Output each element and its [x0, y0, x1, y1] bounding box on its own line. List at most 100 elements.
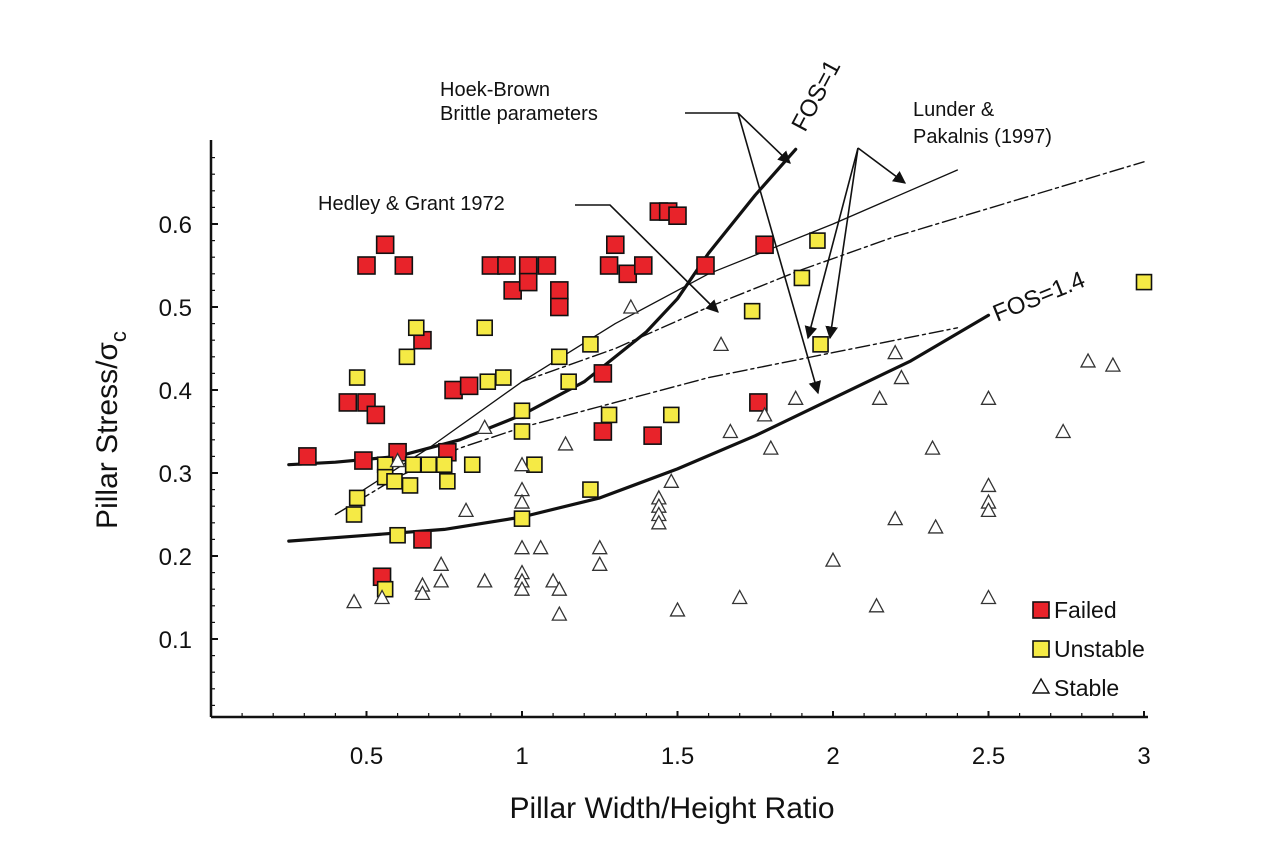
x-tick-label: 1	[515, 743, 528, 770]
legend-label-stable: Stable	[1054, 675, 1119, 701]
y-tick-label: 0.1	[159, 627, 192, 654]
marker-failed	[518, 272, 538, 292]
marker-stable	[545, 572, 562, 588]
legend: Failed Unstable Stable	[1031, 597, 1145, 701]
marker-stable	[731, 589, 748, 605]
marker-failed	[481, 256, 501, 275]
y-axis-title-sub: c	[106, 331, 131, 342]
marker-unstable	[743, 302, 761, 320]
marker-unstable	[513, 423, 531, 440]
marker-stable	[513, 456, 531, 472]
marker-stable	[980, 477, 997, 493]
marker-unstable	[435, 456, 453, 474]
marker-unstable	[526, 456, 543, 474]
marker-failed	[354, 451, 373, 470]
curve-hedley-grant-1972	[334, 327, 959, 516]
marker-failed	[366, 405, 386, 425]
x-tick-label: 1.5	[661, 743, 694, 770]
marker-stable	[414, 584, 431, 600]
marker-stable	[756, 406, 773, 422]
marker-failed	[550, 297, 569, 317]
marker-unstable	[404, 456, 422, 474]
marker-unstable	[809, 232, 826, 249]
lunder-arrow-3	[804, 147, 859, 340]
marker-stable	[457, 501, 475, 517]
marker-stable	[433, 555, 450, 571]
marker-failed	[550, 281, 569, 300]
y-axis-title-group: Pillar Stress/σc	[91, 331, 131, 529]
x-tick-label: 3	[1137, 743, 1150, 770]
marker-failed	[599, 256, 619, 275]
y-ticks: 0.1 0.2 0.3 0.4 0.5 0.6	[159, 157, 218, 707]
y-tick-label: 0.4	[159, 378, 192, 405]
marker-failed	[413, 530, 432, 549]
x-axis-title: Pillar Width/Height Ratio	[509, 792, 834, 825]
marker-stable	[663, 472, 680, 488]
marker-stable	[373, 589, 391, 605]
curve-fos-1-4	[287, 313, 991, 543]
y-tick-label: 0.2	[159, 544, 192, 571]
x-tick-label: 2.5	[972, 743, 1005, 770]
marker-failed	[696, 256, 715, 275]
marker-stable	[887, 344, 904, 360]
marker-stable	[513, 539, 531, 555]
hoek-brown-label-line2: Brittle parameters	[440, 103, 598, 125]
marker-stable	[868, 597, 885, 613]
marker-stable	[476, 418, 493, 434]
marker-stable	[622, 298, 639, 314]
fos-1-4-label: FOS=1.4	[989, 266, 1089, 327]
marker-stable	[433, 572, 450, 588]
markers	[298, 202, 1153, 621]
marker-failed	[537, 256, 557, 275]
marker-stable	[476, 572, 493, 588]
legend-label-failed: Failed	[1054, 597, 1117, 623]
x-ticks: 0.5 1 1.5 2 2.5 3	[241, 711, 1151, 770]
marker-failed	[668, 206, 687, 225]
marker-stable	[513, 580, 531, 596]
hoek-brown-arrow-1	[737, 112, 791, 164]
annotation-labels: Hoek-Brown Brittle parameters Lunder & P…	[318, 55, 1089, 327]
marker-unstable	[439, 472, 456, 490]
y-tick-label: 0.6	[159, 212, 192, 239]
curve-lunder-pakalnis-upper	[350, 169, 959, 499]
marker-unstable	[551, 348, 568, 366]
y-tick-label: 0.5	[159, 295, 192, 322]
marker-stable	[980, 501, 997, 517]
legend-marker-failed	[1032, 601, 1050, 619]
marker-stable	[669, 601, 686, 617]
y-axis-title-main: Pillar Stress/σ	[91, 342, 124, 529]
x-tick-label: 0.5	[350, 743, 383, 770]
marker-unstable	[513, 402, 531, 420]
marker-stable	[887, 510, 904, 526]
marker-unstable	[398, 348, 416, 366]
marker-unstable	[401, 477, 419, 494]
marker-unstable	[582, 481, 599, 498]
marker-failed	[749, 393, 768, 412]
marker-unstable	[463, 456, 481, 474]
marker-stable	[871, 389, 888, 405]
marker-failed	[375, 235, 395, 255]
y-axis-title: Pillar Stress/σc	[91, 331, 131, 529]
hedley-leader	[575, 204, 719, 313]
marker-stable	[1079, 352, 1097, 368]
curve-lunder-pakalnis-lower	[521, 161, 1145, 383]
lunder-arrow-2	[825, 147, 859, 340]
marker-unstable	[479, 373, 497, 391]
marker-unstable	[345, 506, 363, 523]
marker-unstable	[513, 510, 531, 527]
marker-failed	[618, 264, 638, 284]
marker-stable	[762, 439, 779, 455]
lunder-label-line1: Lunder &	[913, 99, 995, 121]
marker-stable	[980, 589, 997, 605]
legend-marker-stable	[1031, 677, 1051, 694]
marker-stable	[345, 593, 363, 609]
hoek-brown-label-line1: Hoek-Brown	[440, 79, 550, 101]
marker-failed	[444, 380, 463, 400]
marker-stable	[712, 335, 730, 351]
marker-failed	[298, 447, 317, 466]
legend-label-unstable: Unstable	[1054, 636, 1145, 662]
marker-stable	[927, 518, 944, 534]
marker-unstable	[476, 319, 493, 337]
x-tick-label: 2	[826, 743, 839, 770]
